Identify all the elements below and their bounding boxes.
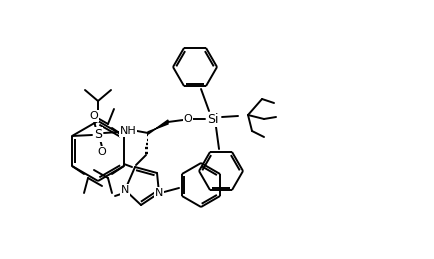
Text: Si: Si (207, 112, 219, 126)
Text: S: S (94, 127, 102, 140)
Text: N: N (121, 185, 129, 195)
Text: NH: NH (120, 126, 136, 136)
Polygon shape (148, 120, 168, 134)
Text: O: O (184, 114, 192, 124)
Text: O: O (90, 111, 99, 121)
Text: N: N (155, 188, 163, 198)
Text: O: O (98, 147, 106, 157)
